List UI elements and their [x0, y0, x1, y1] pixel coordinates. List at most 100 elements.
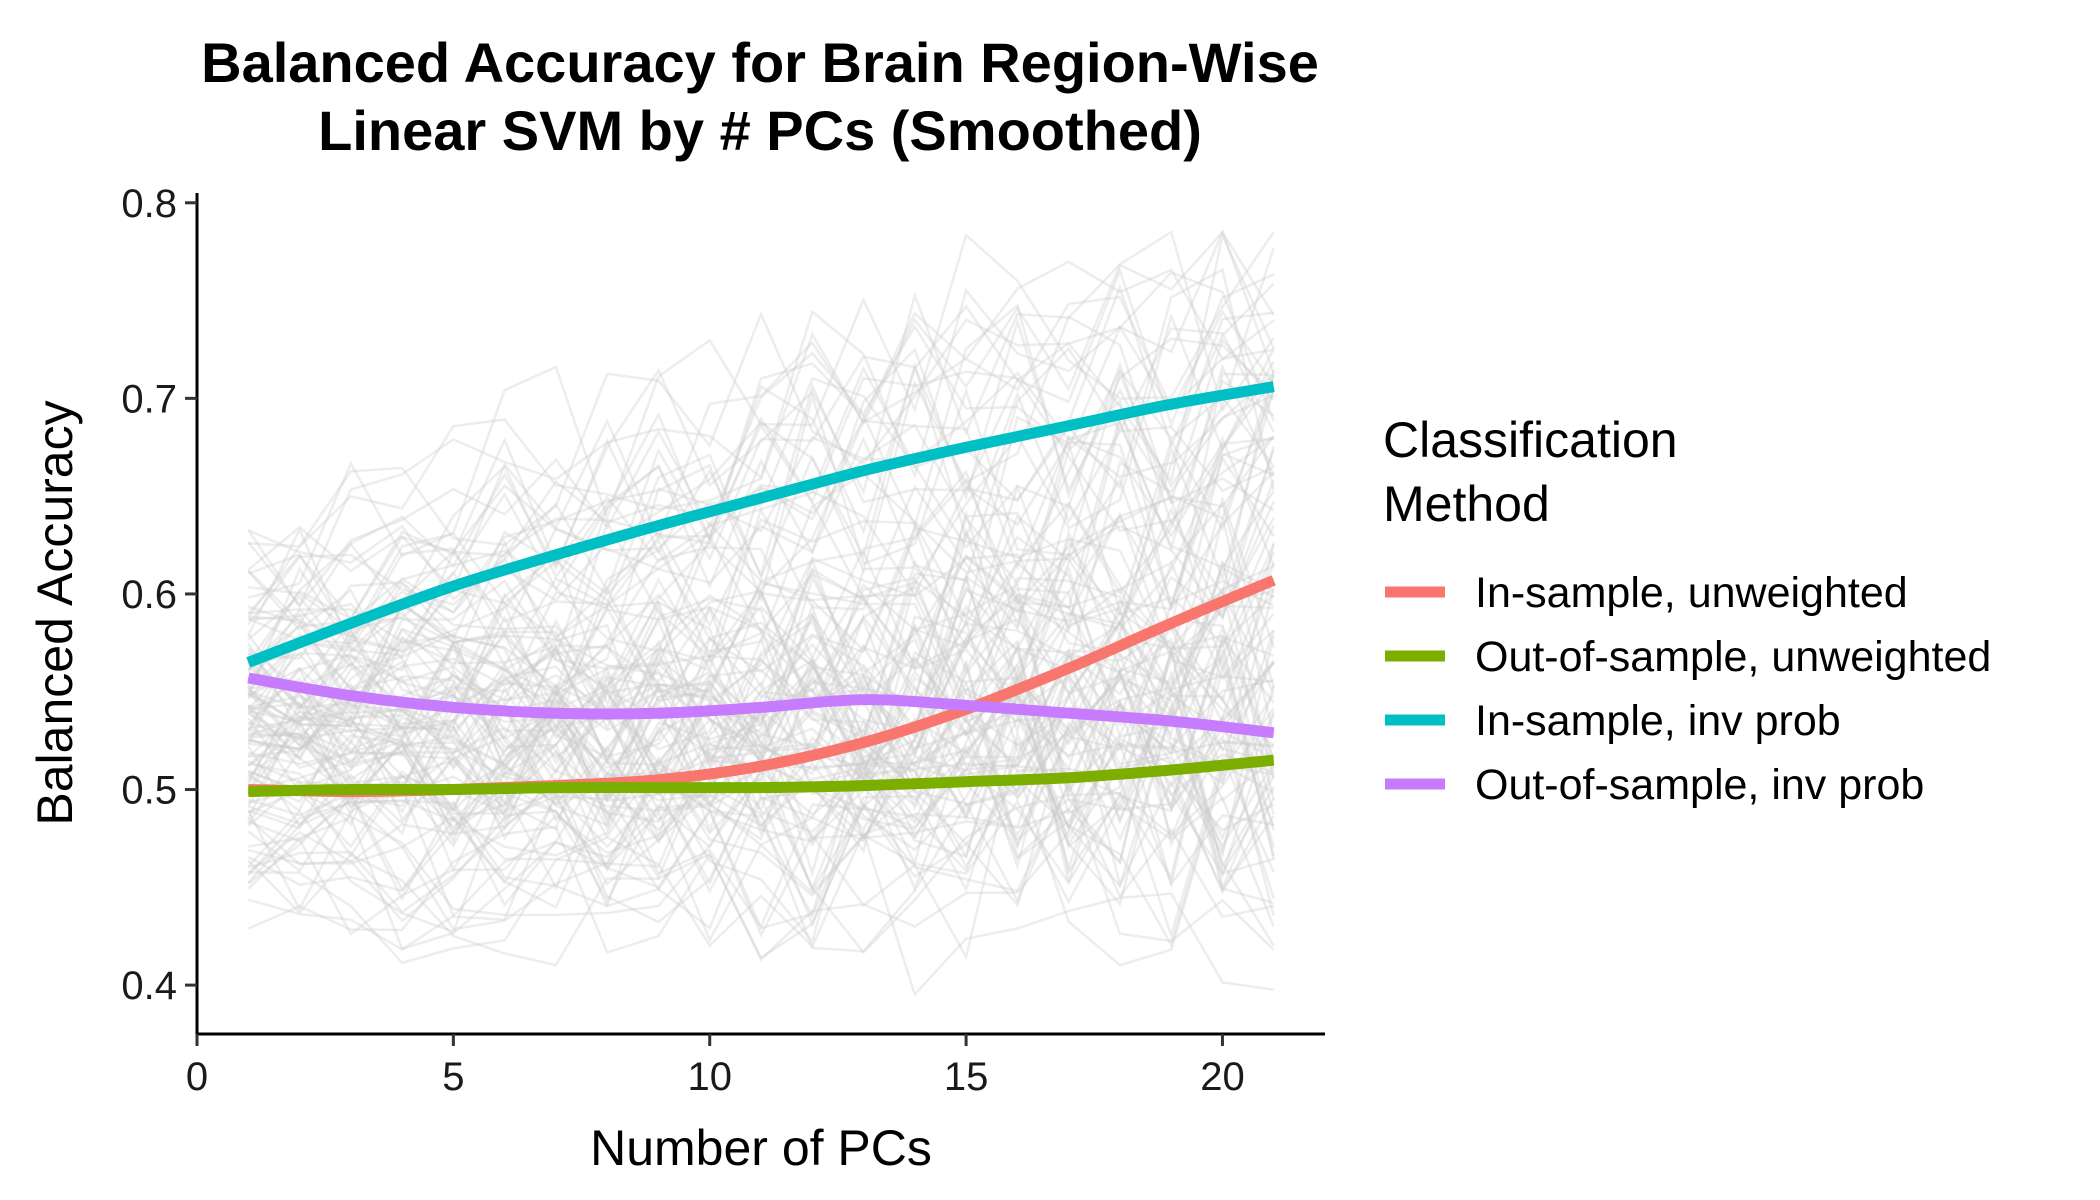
background-trace	[248, 829, 1274, 997]
background-trace	[247, 637, 1275, 876]
legend-label-1: In-sample, unweighted	[1475, 569, 1908, 617]
legend-title-line-1: Classification	[1383, 412, 1678, 468]
background-trace	[248, 796, 1275, 951]
background-trace	[247, 656, 1275, 848]
background-traces	[247, 229, 1275, 997]
x-tick-label: 15	[944, 1055, 989, 1099]
background-trace	[247, 375, 1275, 748]
legend-label-4: Out-of-sample, inv prob	[1475, 761, 1924, 809]
background-trace	[247, 360, 1275, 698]
background-trace	[247, 282, 1275, 673]
background-trace	[247, 327, 1275, 710]
background-trace	[247, 674, 1274, 893]
background-trace	[247, 604, 1275, 811]
background-trace	[247, 561, 1275, 931]
background-trace	[247, 552, 1275, 821]
background-trace	[248, 229, 1275, 548]
background-trace	[247, 372, 1274, 807]
background-trace	[247, 517, 1275, 687]
background-trace	[247, 271, 1275, 619]
background-trace	[248, 579, 1275, 764]
chart-title-line-1: Balanced Accuracy for Brain Region-Wise	[201, 31, 1319, 94]
x-tick-label: 5	[442, 1055, 464, 1099]
background-trace	[247, 295, 1274, 664]
background-trace	[247, 446, 1275, 803]
background-trace	[247, 230, 1275, 621]
background-trace	[248, 348, 1275, 762]
y-axis-ticks: 0.4 0.5 0.6 0.7 0.8	[121, 182, 197, 1008]
x-tick-label: 10	[687, 1055, 732, 1099]
background-trace	[248, 363, 1275, 751]
background-trace	[247, 658, 1274, 887]
series-line-2	[248, 754, 1275, 797]
legend-title-line-2: Method	[1383, 476, 1550, 532]
background-trace	[247, 311, 1274, 746]
background-trace	[248, 648, 1275, 905]
series-line-4	[247, 672, 1275, 739]
legend-label-3: In-sample, inv prob	[1475, 697, 1841, 745]
background-trace	[248, 606, 1274, 848]
x-tick-label: 0	[186, 1055, 208, 1099]
background-trace	[247, 394, 1275, 800]
legend-label-2: Out-of-sample, unweighted	[1475, 633, 1991, 681]
background-trace	[247, 771, 1275, 951]
background-trace	[247, 312, 1275, 710]
background-trace	[247, 501, 1275, 670]
background-trace	[247, 610, 1275, 798]
y-tick-label: 0.7	[121, 377, 177, 421]
background-trace	[247, 642, 1275, 892]
background-trace	[248, 388, 1275, 769]
background-trace	[248, 373, 1275, 765]
background-trace	[247, 495, 1275, 802]
background-trace	[247, 479, 1275, 754]
background-trace	[247, 605, 1275, 797]
background-trace	[247, 266, 1275, 626]
background-trace	[247, 586, 1275, 951]
background-trace	[247, 436, 1275, 833]
background-trace	[247, 451, 1275, 787]
background-trace	[247, 737, 1275, 961]
background-trace	[247, 672, 1275, 892]
background-trace	[248, 647, 1275, 917]
legend-items: In-sample, unweighted Out-of-sample, unwe…	[1385, 569, 1991, 809]
background-trace	[247, 653, 1275, 953]
x-tick-label: 20	[1200, 1055, 1245, 1099]
background-trace	[248, 542, 1275, 778]
background-trace	[247, 620, 1275, 812]
y-tick-label: 0.5	[121, 769, 177, 813]
background-trace	[247, 378, 1275, 794]
background-trace	[247, 693, 1275, 967]
background-trace	[248, 649, 1275, 885]
background-trace	[247, 577, 1275, 967]
background-trace	[247, 309, 1275, 608]
background-trace	[247, 588, 1275, 908]
background-trace	[248, 664, 1274, 818]
x-axis-title: Number of PCs	[590, 1120, 932, 1176]
background-trace	[247, 370, 1275, 776]
series-line-3	[246, 381, 1275, 668]
background-trace	[247, 560, 1275, 930]
background-trace	[247, 267, 1275, 700]
background-trace	[247, 231, 1275, 599]
chart-title-line-2: Linear SVM by # PCs (Smoothed)	[318, 99, 1202, 162]
background-trace	[247, 260, 1275, 593]
background-trace	[247, 583, 1275, 827]
background-trace	[247, 594, 1275, 786]
background-trace	[247, 379, 1275, 762]
background-trace	[247, 501, 1275, 703]
background-trace	[247, 370, 1275, 666]
background-trace	[247, 315, 1275, 711]
series-lines	[246, 381, 1276, 798]
background-trace	[247, 517, 1275, 763]
background-trace	[247, 535, 1275, 724]
background-trace	[247, 229, 1275, 610]
legend: Classification Method In-sample, unweigh…	[1383, 412, 1991, 809]
background-trace	[247, 641, 1275, 899]
background-trace	[247, 764, 1274, 960]
background-trace	[247, 470, 1275, 831]
background-trace	[247, 707, 1275, 955]
background-trace	[248, 591, 1275, 771]
background-trace	[247, 579, 1275, 843]
background-trace	[247, 649, 1275, 876]
